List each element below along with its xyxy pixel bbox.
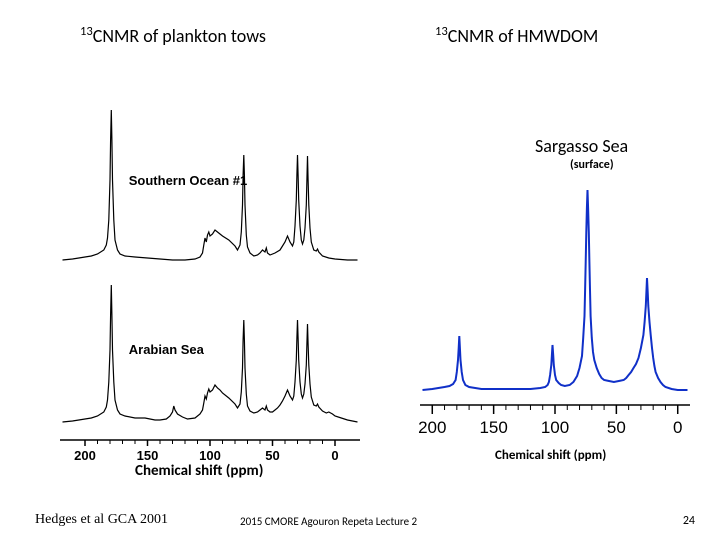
right-nmr-spectrum: 200 150 100 50 0 [410,180,700,460]
surface-label: (surface) [570,158,614,172]
left-nmr-panel: Southern Ocean #1 Arabian Sea 200 150 100 50 0 [45,60,375,480]
sargasso-sea-label: Sargasso Sea [535,135,628,157]
citation: Hedges et al GCA 2001 [35,512,168,528]
title-right-sup: 13 [435,24,448,39]
svg-text:50: 50 [607,418,626,437]
svg-text:100: 100 [541,418,569,437]
svg-text:200: 200 [418,418,446,437]
svg-text:200: 200 [74,448,96,463]
svg-text:Southern Ocean #1: Southern Ocean #1 [129,173,247,188]
title-left-sup: 13 [80,24,93,39]
title-left-text: CNMR of plankton tows [93,25,266,47]
svg-text:50: 50 [265,448,279,463]
left-xaxis-label: Chemical shift (ppm) [135,462,263,480]
right-xaxis-label: Chemical shift (ppm) [495,448,606,463]
title-right: 13CNMR of HMWDOM [435,24,598,47]
footer-center: 2015 CMORE Agouron Repeta Lecture 2 [240,515,417,528]
svg-text:150: 150 [137,448,159,463]
svg-text:150: 150 [479,418,507,437]
svg-text:100: 100 [199,448,221,463]
title-right-text: CNMR of HMWDOM [448,25,599,47]
right-nmr-panel: 200 150 100 50 0 [410,180,700,460]
svg-text:Arabian Sea: Arabian Sea [129,342,205,357]
left-nmr-spectra: Southern Ocean #1 Arabian Sea 200 150 100 50 0 [45,60,375,480]
svg-text:0: 0 [673,418,682,437]
title-left: 13CNMR of plankton tows [80,24,266,47]
slide-number: 24 [683,514,695,528]
svg-text:0: 0 [331,448,338,463]
